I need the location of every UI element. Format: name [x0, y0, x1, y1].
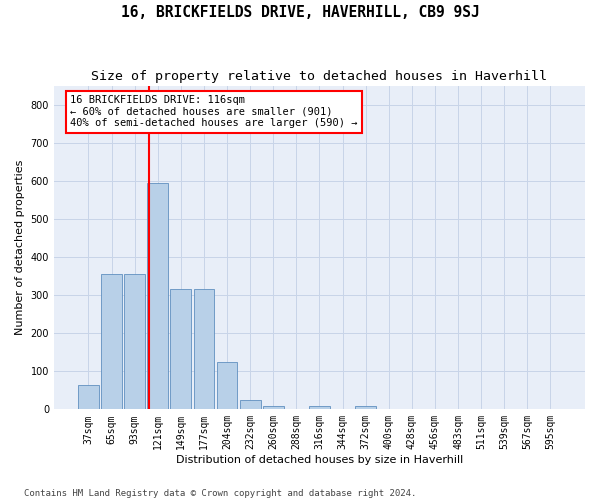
Bar [194, 290, 214, 410]
Title: Size of property relative to detached houses in Haverhill: Size of property relative to detached ho… [91, 70, 547, 83]
Y-axis label: Number of detached properties: Number of detached properties [15, 160, 25, 335]
Bar [263, 406, 284, 409]
Text: 16 BRICKFIELDS DRIVE: 116sqm
← 60% of detached houses are smaller (901)
40% of s: 16 BRICKFIELDS DRIVE: 116sqm ← 60% of de… [70, 96, 358, 128]
X-axis label: Distribution of detached houses by size in Haverhill: Distribution of detached houses by size … [176, 455, 463, 465]
Bar [78, 384, 99, 409]
Bar [148, 182, 168, 410]
Bar [124, 274, 145, 409]
Bar [355, 406, 376, 409]
Text: 16, BRICKFIELDS DRIVE, HAVERHILL, CB9 9SJ: 16, BRICKFIELDS DRIVE, HAVERHILL, CB9 9S… [121, 5, 479, 20]
Bar [170, 290, 191, 410]
Bar [101, 274, 122, 409]
Bar [309, 406, 330, 409]
Text: Contains HM Land Registry data © Crown copyright and database right 2024.: Contains HM Land Registry data © Crown c… [24, 488, 416, 498]
Bar [240, 400, 260, 409]
Bar [217, 362, 238, 410]
